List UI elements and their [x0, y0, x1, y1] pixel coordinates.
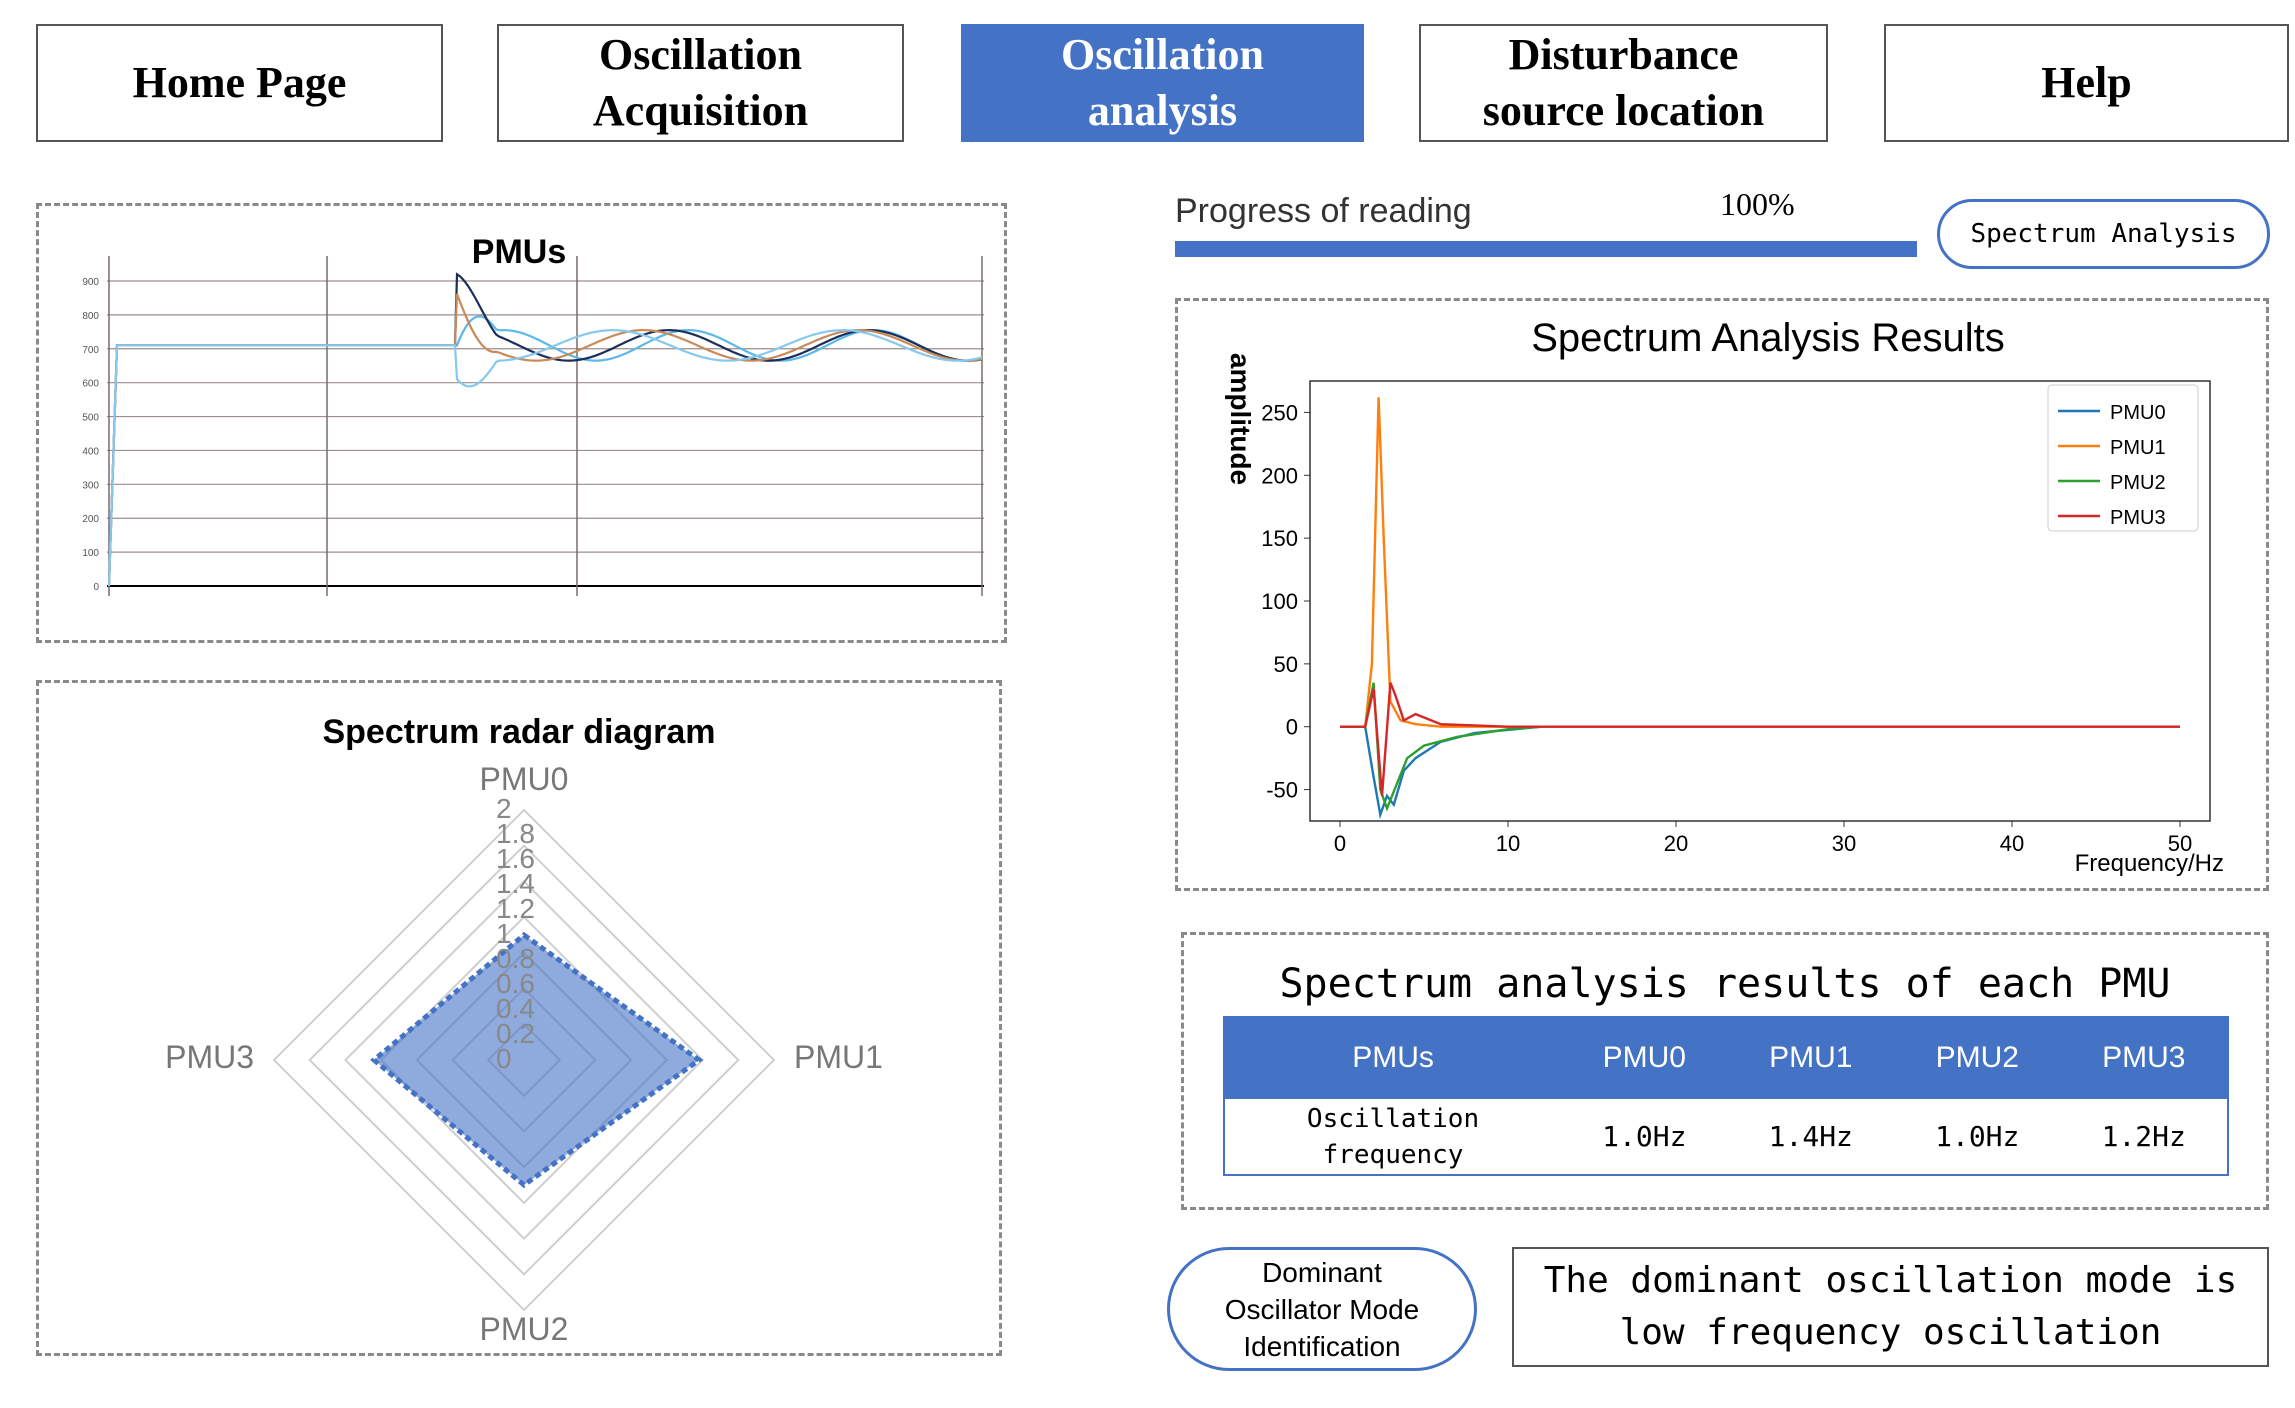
spectrum-series-pmu1 [1340, 397, 2180, 728]
spectrum-series-pmu0 [1340, 725, 1542, 820]
table-row: Oscillation frequency 1.0Hz 1.4Hz 1.0Hz … [1225, 1098, 2227, 1174]
pmu-series-line [107, 272, 983, 587]
progress-percent: 100% [1720, 186, 1795, 222]
header-cell: PMU1 [1727, 1018, 1895, 1099]
radar-radial-tick: 1.4 [496, 868, 535, 899]
y-tick-label: 900 [82, 277, 99, 288]
radar-axis-label: PMU2 [480, 1311, 569, 1347]
nav-oscillation-analysis-button[interactable]: Oscillation analysis [961, 24, 1364, 142]
header-cell: PMU2 [1894, 1018, 2061, 1099]
y-tick-label: 400 [82, 446, 99, 457]
radar-ring [308, 844, 740, 1276]
y-tick-label: 300 [82, 480, 99, 491]
pmu-timeseries-panel: PMUs 0 100 200 300 400 500 600 700 800 900 [36, 203, 1007, 643]
y-tick-label: 700 [82, 345, 99, 356]
radar-radial-tick: 1.6 [496, 843, 535, 874]
row-label-cell: Oscillation frequency [1225, 1098, 1562, 1174]
nav-help-button[interactable]: Help [1884, 24, 2289, 142]
results-table-panel: Spectrum analysis results of each PMU PM… [1181, 932, 2269, 1210]
spectrum-chart-title: Spectrum Analysis Results [1531, 316, 2005, 360]
radar-panel: Spectrum radar diagram PMU0 PMU1 PMU2 PMU3 0… [36, 680, 1002, 1356]
legend-label: PMU1 [2110, 437, 2166, 459]
y-tick-label: 150 [1261, 526, 1298, 551]
pmu-series-line [107, 328, 983, 587]
progress-label: Progress of reading [1175, 192, 1472, 230]
header-cell: PMUs [1225, 1018, 1562, 1099]
radar-axis-label: PMU3 [165, 1039, 254, 1075]
radar-ring [343, 879, 705, 1241]
y-tick-label: 500 [82, 413, 99, 424]
y-tick-label: 800 [82, 311, 99, 322]
x-tick-label: 20 [1664, 831, 1688, 856]
progress-bar-fill [1175, 241, 1917, 257]
spectrum-series-pmu3 [1340, 682, 2180, 796]
spectrum-results-panel: Spectrum Analysis Results amplitude Freq… [1175, 298, 2269, 891]
pmu-chart-title: PMUs [472, 233, 566, 271]
legend-label: PMU2 [2110, 472, 2166, 494]
y-tick-label: 600 [82, 379, 99, 390]
radar-radial-tick: 1.2 [496, 893, 535, 924]
pmu-series-line [107, 293, 983, 587]
radar-radial-tick: 0.8 [496, 943, 535, 974]
radar-radial-tick: 0.6 [496, 968, 535, 999]
x-tick-label: 40 [2000, 831, 2024, 856]
radar-data-area [370, 931, 704, 1189]
radar-radial-tick: 0 [496, 1043, 512, 1074]
y-tick-label: 50 [1274, 652, 1298, 677]
nav-disturbance-source-button[interactable]: Disturbance source location [1419, 24, 1828, 142]
radar-radial-tick: 0.4 [496, 993, 535, 1024]
spectrum-radar-chart: Spectrum radar diagram PMU0 PMU1 PMU2 PMU3 0… [165, 713, 883, 1347]
pmu-timeseries-chart: PMUs 0 100 200 300 400 500 600 700 800 900 [82, 233, 984, 596]
spectrum-results-chart: Spectrum Analysis Results amplitude Freq… [1225, 316, 2224, 877]
x-tick-label: 50 [2168, 831, 2192, 856]
y-tick-label: 100 [82, 548, 99, 559]
legend-label: PMU3 [2110, 507, 2166, 529]
x-tick-label: 0 [1334, 831, 1346, 856]
y-tick-label: 100 [1261, 589, 1298, 614]
y-tick-label: 200 [82, 514, 99, 525]
y-tick-label: 200 [1261, 463, 1298, 488]
frequency-cell: 1.4Hz [1727, 1098, 1895, 1174]
radar-title: Spectrum radar diagram [322, 713, 715, 751]
legend-label: PMU0 [2110, 402, 2166, 424]
spectrum-ylabel: amplitude [1225, 353, 1256, 485]
y-tick-label: 0 [93, 582, 99, 593]
radar-radial-tick: 1.8 [496, 818, 535, 849]
radar-ring [272, 808, 776, 1312]
frequency-cell: 1.2Hz [2060, 1098, 2227, 1174]
header-cell: PMU0 [1561, 1018, 1728, 1099]
x-tick-label: 10 [1496, 831, 1520, 856]
progress-bar-track [1175, 241, 1917, 257]
results-table-title: Spectrum analysis results of each PMU [1279, 961, 2171, 1007]
nav-home-button[interactable]: Home Page [36, 24, 443, 142]
y-tick-label: -50 [1266, 778, 1298, 803]
y-tick-label: 0 [1286, 715, 1298, 740]
radar-radial-tick: 1 [496, 918, 512, 949]
radar-radial-tick: 0.2 [496, 1018, 535, 1049]
dominant-mode-identification-button[interactable]: Dominant Oscillator Mode Identification [1167, 1247, 1477, 1371]
radar-axis-label: PMU0 [480, 761, 569, 797]
radar-radial-tick: 2 [496, 793, 512, 824]
dominant-mode-result: The dominant oscillation mode is low fre… [1512, 1247, 2269, 1367]
x-tick-label: 30 [1832, 831, 1856, 856]
spectrum-xlabel: Frequency/Hz [2075, 850, 2224, 877]
legend-box [2047, 384, 2199, 532]
nav-oscillation-acquisition-button[interactable]: Oscillation Acquisition [497, 24, 904, 142]
spectrum-analysis-button[interactable]: Spectrum Analysis [1937, 199, 2270, 269]
header-cell: PMU3 [2060, 1018, 2227, 1099]
frequency-cell: 1.0Hz [1894, 1098, 2061, 1174]
results-table-header-row: PMUs PMU0 PMU1 PMU2 PMU3 [1225, 1018, 2227, 1099]
y-tick-label: 250 [1261, 400, 1298, 425]
results-table: PMUs PMU0 PMU1 PMU2 PMU3 Oscillation fre… [1225, 1018, 2227, 1174]
radar-axis-label: PMU1 [794, 1039, 883, 1075]
frequency-cell: 1.0Hz [1561, 1098, 1728, 1174]
results-table-wrapper: PMUs PMU0 PMU1 PMU2 PMU3 Oscillation fre… [1223, 1016, 2229, 1176]
